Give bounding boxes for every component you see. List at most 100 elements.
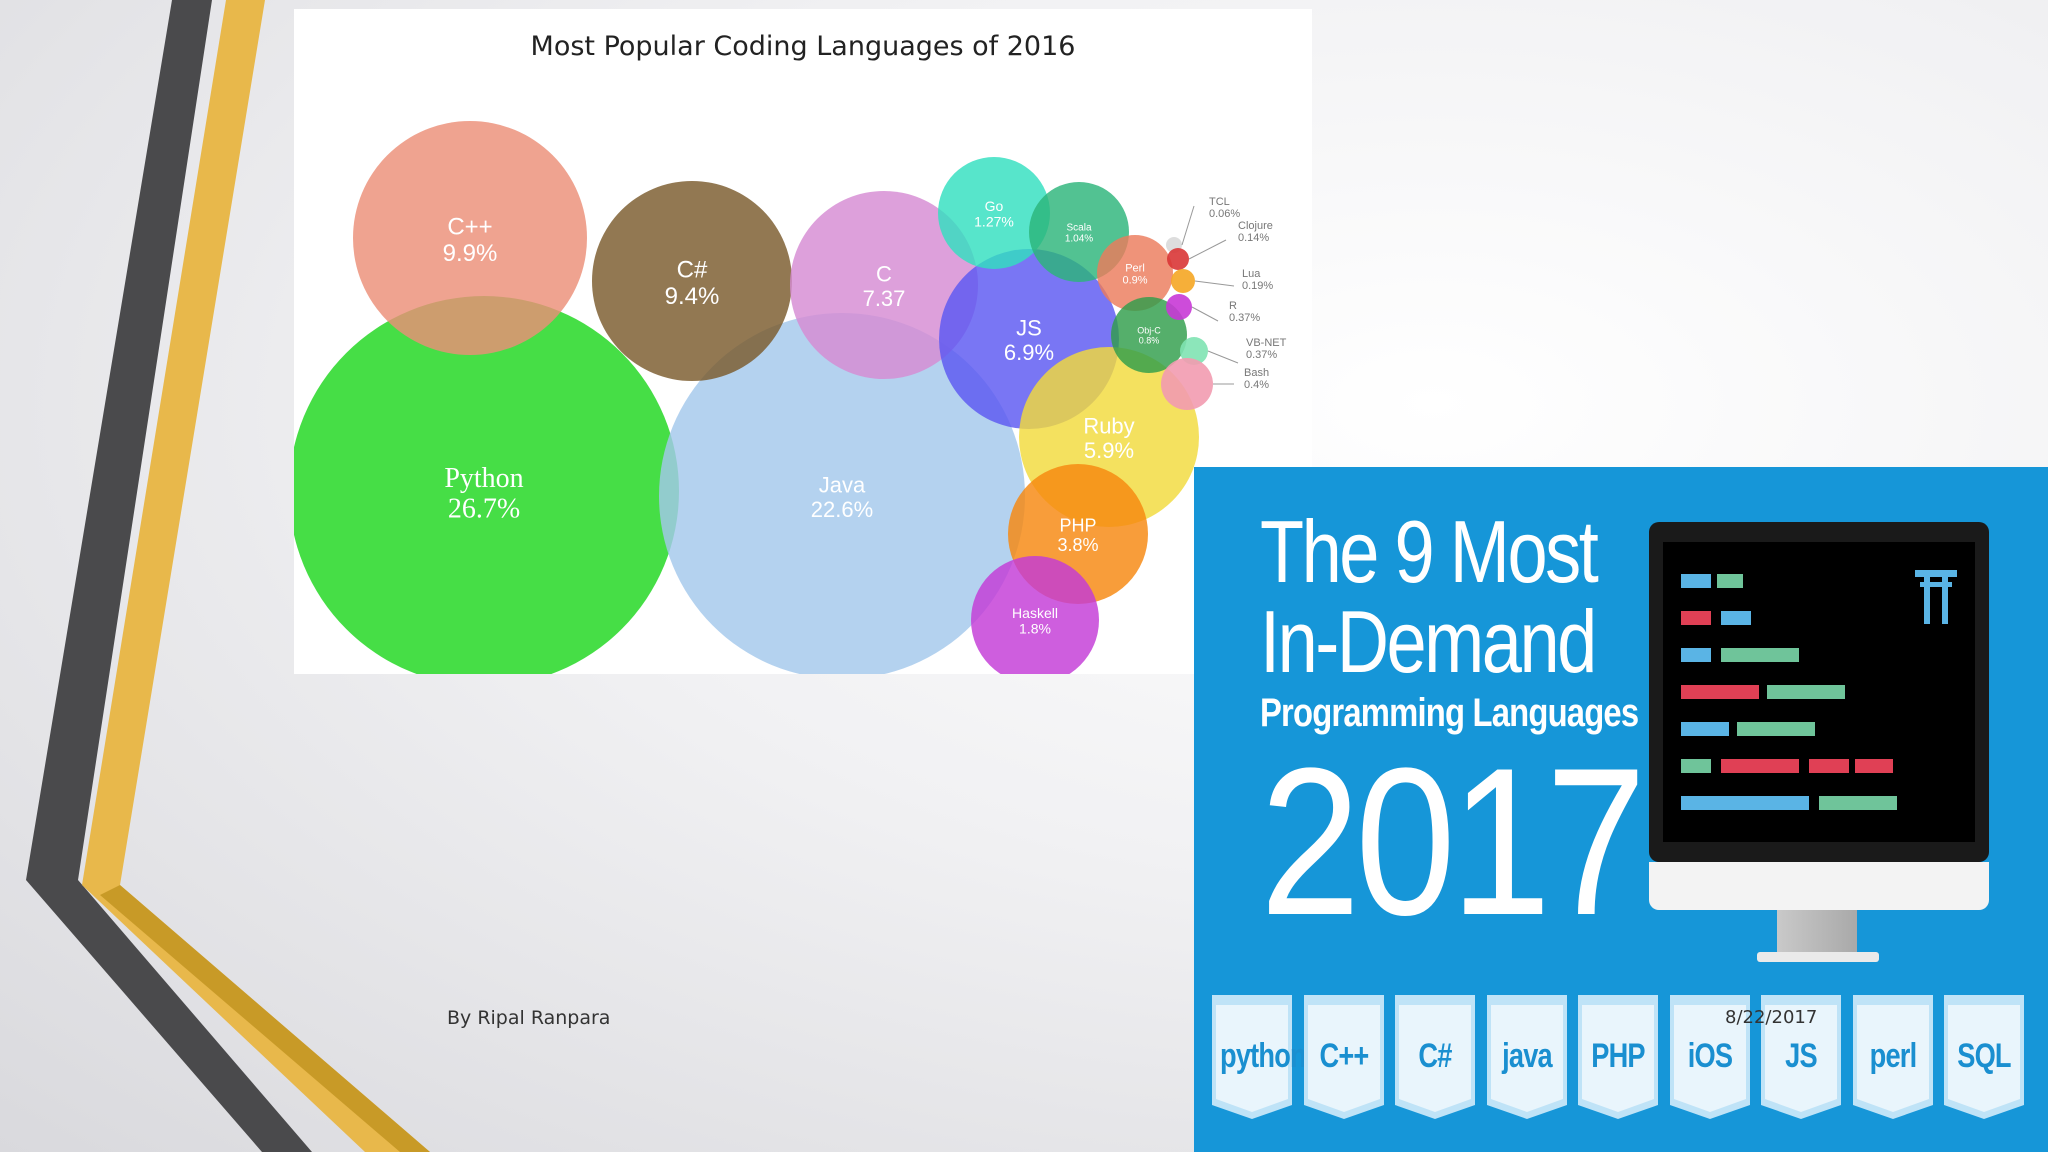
language-tab-js: JS xyxy=(1761,995,1841,1119)
bubble-value: 1.04% xyxy=(1065,234,1093,245)
bubble-label: Perl xyxy=(1125,262,1145,274)
tab-shape xyxy=(1578,995,1658,1119)
leader-line xyxy=(1181,205,1195,246)
leader-line xyxy=(1188,239,1227,260)
bubble-value: 6.9% xyxy=(1004,340,1054,365)
tab-shape xyxy=(1212,995,1292,1119)
language-tab-label: C# xyxy=(1418,1037,1452,1075)
code-line xyxy=(1681,574,1711,588)
monitor-bezel xyxy=(1649,862,1989,910)
language-tab-sql: SQL xyxy=(1944,995,2024,1119)
small-bubble-value: 0.06% xyxy=(1209,208,1240,220)
small-bubble-label: TCL xyxy=(1209,196,1230,208)
code-line xyxy=(1819,796,1897,810)
bubble-label: Go xyxy=(985,198,1004,214)
code-line xyxy=(1721,611,1751,625)
code-display xyxy=(1663,542,1975,842)
code-line xyxy=(1681,722,1729,736)
code-line xyxy=(1681,759,1711,773)
bubble-value: 3.8% xyxy=(1057,535,1098,555)
bubble-clojure xyxy=(1167,248,1189,270)
language-tab-label: iOS xyxy=(1687,1037,1732,1075)
code-line xyxy=(1721,759,1799,773)
tab-shape xyxy=(1395,995,1475,1119)
tab-shape xyxy=(1303,995,1384,1119)
bubble-label: Java xyxy=(819,473,866,498)
small-bubble-label: R xyxy=(1229,300,1237,312)
language-tab-label: SQL xyxy=(1957,1037,2011,1075)
bubble-value: 5.9% xyxy=(1084,438,1134,463)
bubble-value: 9.4% xyxy=(665,283,720,310)
bubble-go xyxy=(938,157,1050,269)
bubble-haskell xyxy=(971,556,1099,674)
bubble-value: 1.8% xyxy=(1019,620,1051,636)
language-tab-java: java xyxy=(1486,995,1567,1119)
gold-stripe xyxy=(82,0,430,1152)
language-tab-label: perl xyxy=(1869,1037,1916,1075)
bubble-c- xyxy=(592,181,792,381)
tab-shape xyxy=(1852,995,1933,1119)
tab-shape xyxy=(1669,995,1750,1119)
bubble-label: PHP xyxy=(1059,515,1096,535)
code-line xyxy=(1681,611,1711,625)
small-bubble-label: Lua xyxy=(1242,268,1261,280)
banner-year: 2017 xyxy=(1260,724,1646,959)
bubble-bash xyxy=(1161,358,1213,410)
language-tab-label: C++ xyxy=(1318,1037,1369,1075)
bubble-value: 22.6% xyxy=(811,497,873,522)
code-line xyxy=(1681,796,1809,810)
bubble-value: 7.37 xyxy=(863,286,906,311)
bubble-label: Haskell xyxy=(1012,605,1058,621)
bubble-label: Ruby xyxy=(1083,414,1134,439)
language-tab-ios: iOS xyxy=(1669,995,1750,1119)
bubble-label: C# xyxy=(677,256,708,283)
language-tab-label: java xyxy=(1501,1037,1553,1075)
bubble-value: 0.9% xyxy=(1122,274,1147,286)
code-line xyxy=(1855,759,1893,773)
dark-stripe xyxy=(26,0,312,1152)
small-bubble-value: 0.4% xyxy=(1244,379,1269,391)
monitor-base xyxy=(1757,952,1879,962)
small-bubble-label: VB-NET xyxy=(1246,337,1287,349)
language-tab-python: python xyxy=(1212,995,1307,1119)
language-tab-c-: C++ xyxy=(1303,995,1384,1119)
banner-line-1: The 9 Most xyxy=(1260,502,1599,601)
small-bubble-value: 0.14% xyxy=(1238,232,1269,244)
slide-author: By Ripal Ranpara xyxy=(447,1007,611,1029)
bubble-value: 9.9% xyxy=(443,240,498,267)
monitor-screen xyxy=(1649,522,1989,862)
bubble-value: 26.7% xyxy=(448,494,520,525)
language-tab-row: python C++ C# java PHP iOS JS perl SQL xyxy=(1212,995,2034,1145)
banner-line-2: In-Demand xyxy=(1260,592,1597,691)
code-line xyxy=(1767,685,1845,699)
bubble-label: Scala xyxy=(1066,223,1091,234)
language-tab-php: PHP xyxy=(1578,995,1658,1119)
tab-shape xyxy=(1761,995,1841,1119)
leader-line xyxy=(1191,306,1219,322)
bubble-chart-image: Python 26.7% Java 22.6% C++ 9.9% C# 9.4% C 7.37 JS… xyxy=(294,9,1312,674)
code-line xyxy=(1717,574,1743,588)
language-tab-label: python xyxy=(1220,1037,1307,1075)
bubble-java xyxy=(659,313,1025,674)
bubble-python xyxy=(294,296,679,674)
banner-headline: The 9 Most In-Demand Programming Languag… xyxy=(1260,502,1721,959)
code-line xyxy=(1681,685,1759,699)
banner-subtitle: Programming Languages xyxy=(1260,691,1639,735)
monitor-illustration xyxy=(1649,522,1989,982)
tab-shape xyxy=(1486,995,1567,1119)
code-line xyxy=(1809,759,1849,773)
small-bubble-label: Bash xyxy=(1244,367,1269,379)
bubble-label: Python xyxy=(444,463,523,494)
bubble-label: JS xyxy=(1016,316,1042,341)
language-tab-label: PHP xyxy=(1591,1037,1645,1075)
leader-line xyxy=(1207,350,1239,364)
torii-gate-icon xyxy=(1915,570,1957,624)
in-demand-languages-banner: The 9 Most In-Demand Programming Languag… xyxy=(1194,467,2048,1152)
small-bubble-value: 0.37% xyxy=(1229,312,1260,324)
code-line xyxy=(1681,648,1711,662)
bubble-c xyxy=(790,191,978,379)
code-line xyxy=(1737,722,1815,736)
language-tab-c-: C# xyxy=(1395,995,1475,1119)
